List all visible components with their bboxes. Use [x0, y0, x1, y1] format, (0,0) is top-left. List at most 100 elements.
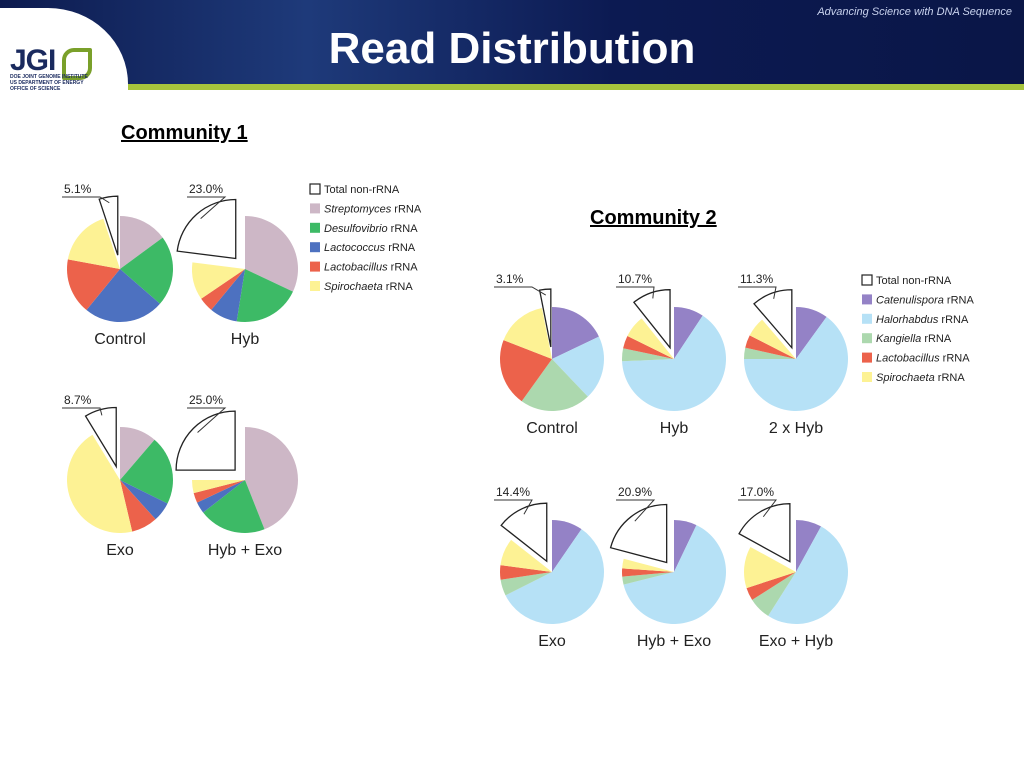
pie-slice-non_rrna — [538, 288, 552, 348]
legend-swatch-kangiella — [862, 333, 872, 344]
pie-slice-catenulispora — [674, 520, 697, 572]
pie-slice-non_rrna — [633, 289, 671, 350]
pie-2-hyb-exo: 20.9% Hyb + Exo — [609, 485, 727, 650]
pie-slice-catenulispora — [552, 520, 582, 572]
legend-label-catenulispora: Catenulispora rRNA — [876, 294, 974, 306]
pie-slice-lactobacillus — [745, 335, 796, 359]
pie-slice-kangiella — [622, 572, 674, 585]
pie-slice-spirochaeta — [749, 319, 796, 359]
logo-wordmark: JGI — [10, 44, 56, 77]
pie-slice-spirochaeta — [627, 318, 674, 359]
legend-label-desulfovibrio: Desulfovibrio rRNA — [324, 223, 418, 235]
pie-label: Hyb — [231, 331, 260, 348]
pie-label: Hyb + Exo — [208, 542, 282, 559]
pie-slice-lactobacillus — [500, 340, 552, 402]
pie-slice-kangiella — [744, 347, 796, 359]
legend-swatch-catenulispora — [862, 294, 872, 305]
legend-label-spirochaeta: Spirochaeta rRNA — [324, 281, 413, 293]
pie-1-hyb: 23.0% Hyb — [176, 182, 298, 348]
pie-slice-halorhabdus — [623, 525, 727, 624]
pie-slice-spirochaeta — [192, 262, 245, 299]
pie-1-exo: 8.7% Exo — [62, 393, 174, 559]
legend-label-spirochaeta: Spirochaeta rRNA — [876, 372, 965, 384]
pie-slice-streptomyces — [245, 216, 298, 292]
callout-line — [62, 407, 103, 416]
callout-line — [494, 499, 533, 515]
pie-slice-desulfovibrio — [203, 480, 265, 533]
legend-community-2: Total non-rRNA Catenulispora rRNA Halorhab… — [861, 274, 974, 384]
pie-slice-spirochaeta — [503, 307, 552, 359]
pie-1-hyb-exo: 25.0% Hyb + Exo — [175, 393, 298, 559]
pie-slice-kangiella — [500, 572, 552, 596]
slide-header — [0, 0, 1024, 84]
legend-label-non_rrna: Total non-rRNA — [876, 275, 952, 287]
legend-swatch-spirochaeta — [862, 372, 872, 382]
pie-2-exo-hyb: 17.0% Exo + Hyb — [738, 485, 849, 650]
pie-slice-non_rrna — [738, 503, 791, 563]
pie-slice-halorhabdus — [744, 316, 848, 411]
page-title: Read Distribution — [328, 24, 696, 73]
legend-label-kangiella: Kangiella rRNA — [876, 333, 952, 345]
community-2-title: Community 2 — [590, 207, 717, 229]
callout-line — [494, 286, 547, 296]
pie-slice-streptomyces — [120, 216, 163, 269]
pie-slice-non_rrna — [98, 195, 119, 256]
legend-swatch-non_rrna — [861, 274, 873, 286]
pie-slice-lactobacillus — [193, 480, 245, 503]
pie-slice-lactobacillus — [66, 259, 120, 311]
logo-line-3: OFFICE OF SCIENCE — [10, 86, 61, 92]
pie-slice-halorhabdus — [552, 336, 604, 397]
callout-line — [738, 499, 778, 518]
non-rrna-percent-label: 17.0% — [740, 485, 774, 499]
header-accent-rule — [0, 84, 1024, 90]
pie-2-hyb: 10.7% Hyb — [616, 272, 726, 437]
legend-community-1: Total non-rRNA Streptomyces rRNA Desulfovi… — [309, 183, 422, 293]
non-rrna-percent-label: 23.0% — [189, 182, 223, 196]
pie-label: Exo + Hyb — [759, 633, 833, 650]
pie-slice-spirochaeta — [67, 434, 133, 533]
pie-slice-lactobacillus — [120, 480, 156, 532]
pie-slice-lactococcus — [86, 269, 160, 323]
pie-label: Control — [526, 420, 578, 437]
pie-slice-halorhabdus — [622, 315, 726, 411]
pie-slice-lactococcus — [120, 480, 168, 520]
pie-slice-streptomyces — [245, 427, 298, 530]
pie-label: Hyb + Exo — [637, 633, 711, 650]
community-1-title: Community 1 — [121, 122, 248, 144]
legend-swatch-non_rrna — [309, 183, 321, 195]
non-rrna-percent-label: 25.0% — [189, 393, 223, 407]
pie-slice-streptomyces — [120, 427, 155, 480]
legend-label-lactococcus: Lactococcus rRNA — [324, 242, 416, 254]
non-rrna-percent-label: 10.7% — [618, 272, 652, 286]
logo-line-1: DOE JOINT GENOME INSTITUTE — [10, 74, 88, 80]
pie-slice-lactobacillus — [746, 572, 796, 600]
pie-slice-non_rrna — [175, 410, 236, 471]
legend-label-halorhabdus: Halorhabdus rRNA — [876, 314, 969, 326]
pie-slice-kangiella — [752, 572, 796, 616]
pie-slice-lactococcus — [197, 480, 245, 513]
non-rrna-percent-label: 20.9% — [618, 485, 652, 499]
pie-slice-non_rrna — [176, 198, 237, 260]
pie-slice-non_rrna — [609, 503, 668, 564]
logo-line-2: US DEPARTMENT OF ENERGY — [10, 80, 84, 86]
legend-label-lactobacillus: Lactobacillus rRNA — [876, 353, 970, 365]
pie-slice-desulfovibrio — [120, 439, 174, 504]
legend-swatch-desulfovibrio — [310, 222, 320, 233]
legend-label-streptomyces: Streptomyces rRNA — [324, 203, 422, 215]
pie-label: Hyb — [660, 420, 689, 437]
callout-line — [616, 499, 656, 522]
pie-2-control: 3.1% Control — [494, 272, 604, 437]
pie-label: 2 x Hyb — [769, 420, 823, 437]
pie-2-exo: 14.4% Exo — [494, 485, 604, 650]
pie-slice-halorhabdus — [505, 529, 604, 624]
pie-slice-non_rrna — [500, 502, 548, 563]
pie-slice-catenulispora — [796, 307, 827, 359]
legend-swatch-streptomyces — [310, 203, 320, 214]
legend-swatch-lactobacillus — [862, 352, 872, 363]
legend-swatch-lactococcus — [310, 242, 320, 253]
pie-slice-lactobacillus — [623, 335, 674, 359]
legend-label-lactobacillus: Lactobacillus rRNA — [324, 262, 418, 274]
pie-slice-desulfovibrio — [236, 269, 293, 322]
legend-swatch-lactobacillus — [310, 261, 320, 272]
